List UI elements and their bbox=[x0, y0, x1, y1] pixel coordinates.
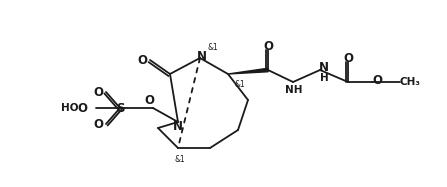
Text: HO: HO bbox=[61, 103, 79, 113]
Text: O: O bbox=[93, 85, 103, 99]
Text: O: O bbox=[343, 51, 353, 65]
Text: O: O bbox=[93, 117, 103, 131]
Text: O: O bbox=[372, 73, 382, 87]
Text: &1: &1 bbox=[235, 79, 245, 88]
Text: O: O bbox=[263, 39, 273, 53]
Text: H: H bbox=[320, 73, 329, 83]
Text: O: O bbox=[144, 94, 154, 107]
Text: NH: NH bbox=[285, 85, 303, 95]
Text: &1: &1 bbox=[207, 42, 219, 51]
Text: O: O bbox=[77, 102, 87, 114]
Text: N: N bbox=[319, 61, 329, 73]
Text: N: N bbox=[173, 120, 183, 134]
Text: O: O bbox=[137, 53, 147, 67]
Text: CH₃: CH₃ bbox=[400, 77, 421, 87]
Polygon shape bbox=[228, 68, 268, 74]
Text: &1: &1 bbox=[175, 154, 186, 163]
Text: S: S bbox=[116, 102, 124, 114]
Text: N: N bbox=[197, 50, 207, 62]
